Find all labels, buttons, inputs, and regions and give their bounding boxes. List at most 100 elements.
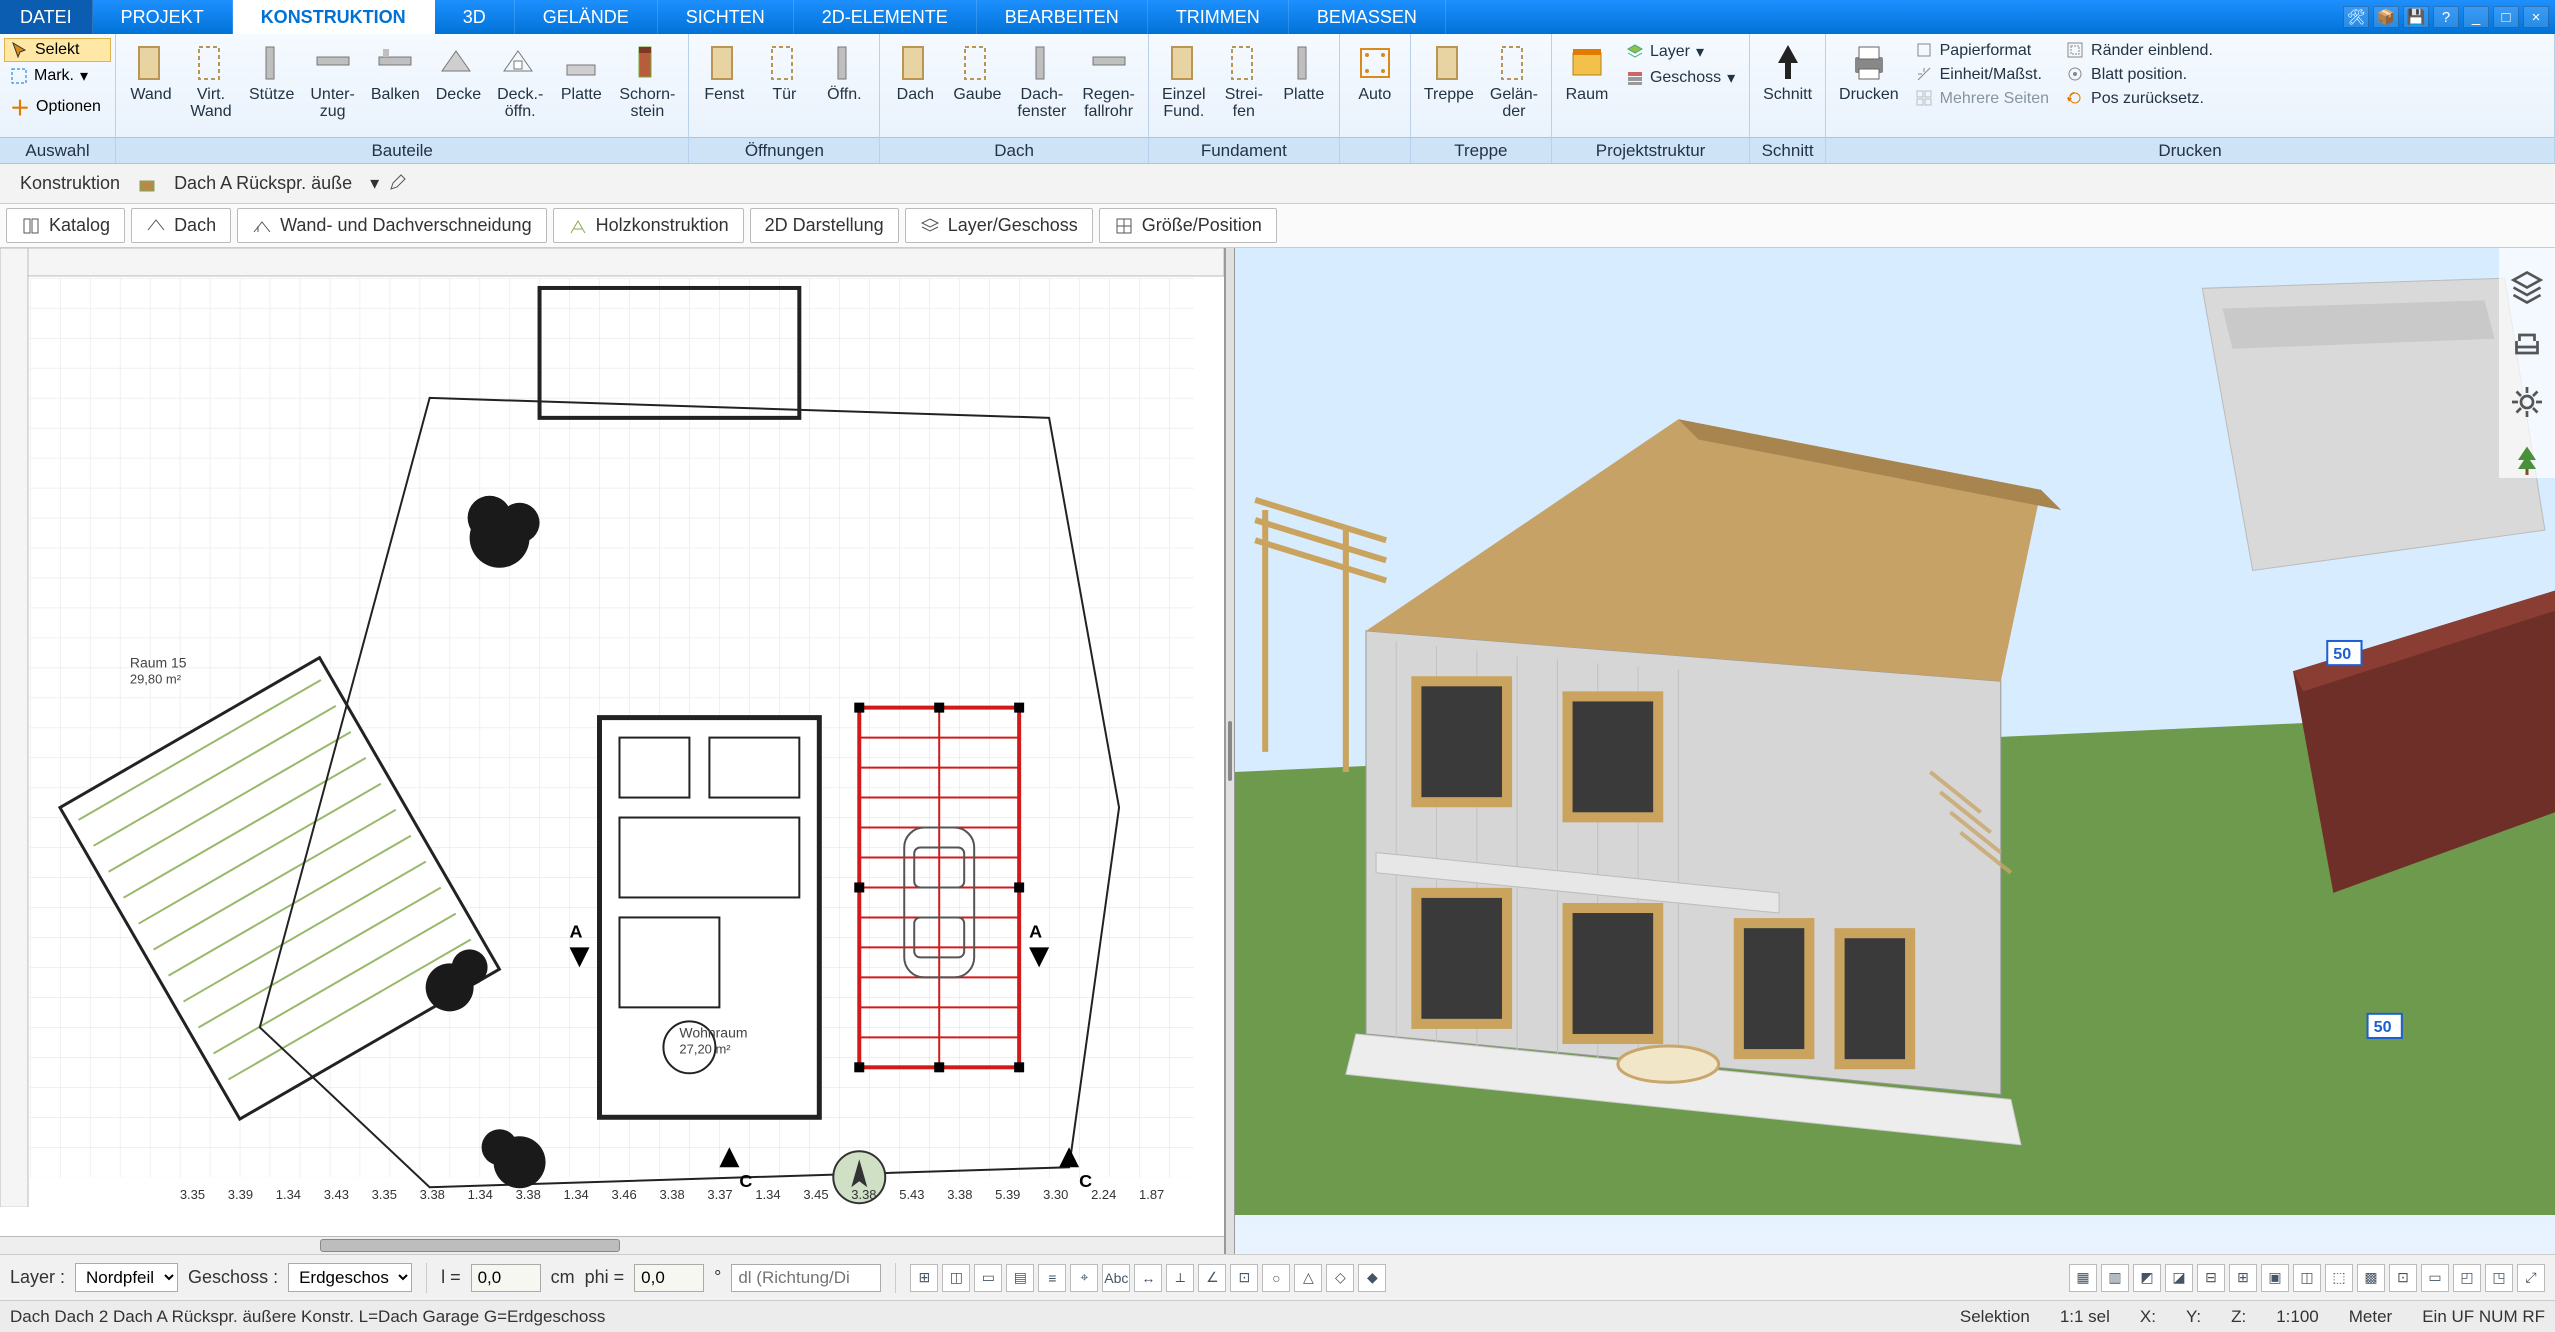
view-button-14[interactable]: ⤢ <box>2517 1264 2545 1292</box>
schnitt-button[interactable]: Schnitt <box>1756 38 1819 107</box>
snap-button-8[interactable]: ⟂ <box>1166 1264 1194 1292</box>
view-button-4[interactable]: ⊟ <box>2197 1264 2225 1292</box>
raum-button[interactable]: Raum <box>1558 38 1616 107</box>
close-button[interactable]: × <box>2523 6 2549 28</box>
snap-button-4[interactable]: ≡ <box>1038 1264 1066 1292</box>
view-button-3[interactable]: ◪ <box>2165 1264 2193 1292</box>
l-input[interactable] <box>471 1264 541 1292</box>
save-icon[interactable]: 💾 <box>2403 6 2429 28</box>
crumb-root[interactable]: Konstruktion <box>10 169 130 198</box>
tools-icon[interactable]: 🛠 <box>2343 6 2369 28</box>
snap-button-11[interactable]: ○ <box>1262 1264 1290 1292</box>
tree-icon[interactable] <box>2509 442 2545 478</box>
snap-button-5[interactable]: ⌖ <box>1070 1264 1098 1292</box>
orbit-icon[interactable] <box>2509 384 2545 420</box>
view-button-1[interactable]: ▥ <box>2101 1264 2129 1292</box>
view-button-7[interactable]: ◫ <box>2293 1264 2321 1292</box>
layer-dropdown[interactable]: Layer ▾ <box>1622 40 1739 64</box>
view-button-11[interactable]: ▭ <box>2421 1264 2449 1292</box>
bauteile-button-1[interactable]: Virt. Wand <box>182 38 240 124</box>
oeffnung-button-2[interactable]: Öffn. <box>815 38 873 107</box>
view-button-0[interactable]: ▦ <box>2069 1264 2097 1292</box>
view-3d-pane[interactable]: 50 50 <box>1235 248 2555 1254</box>
menu-tab-sichten[interactable]: SICHTEN <box>658 0 794 34</box>
snap-button-13[interactable]: ◇ <box>1326 1264 1354 1292</box>
view-button-13[interactable]: ◳ <box>2485 1264 2513 1292</box>
snap-button-1[interactable]: ◫ <box>942 1264 970 1292</box>
bauteile-button-4[interactable]: Balken <box>364 38 427 107</box>
dach-button-1[interactable]: Gaube <box>946 38 1008 107</box>
maximize-button[interactable]: □ <box>2493 6 2519 28</box>
dach-button[interactable]: Dach <box>131 208 231 243</box>
geschoss-dropdown[interactable]: Geschoss ▾ <box>1622 66 1739 90</box>
layers-icon[interactable] <box>2509 268 2545 304</box>
crumb-object[interactable]: Dach A Rückspr. äuße <box>164 169 362 198</box>
view-button-2[interactable]: ◩ <box>2133 1264 2161 1292</box>
help-icon[interactable]: ? <box>2433 6 2459 28</box>
snap-button-0[interactable]: ⊞ <box>910 1264 938 1292</box>
menu-tab-3d[interactable]: 3D <box>435 0 515 34</box>
layer-geschoss-button[interactable]: Layer/Geschoss <box>905 208 1093 243</box>
snap-button-9[interactable]: ∠ <box>1198 1264 1226 1292</box>
dach-button-3[interactable]: Regen- fallrohr <box>1075 38 1141 124</box>
view-button-6[interactable]: ▣ <box>2261 1264 2289 1292</box>
bauteile-button-2[interactable]: Stütze <box>242 38 301 107</box>
bauteile-button-5[interactable]: Decke <box>429 38 488 107</box>
bauteile-button-7[interactable]: Platte <box>552 38 610 107</box>
snap-button-14[interactable]: ◆ <box>1358 1264 1386 1292</box>
bauteile-button-8[interactable]: Schorn- stein <box>612 38 682 124</box>
menu-tab-gelaende[interactable]: GELÄNDE <box>515 0 658 34</box>
katalog-button[interactable]: Katalog <box>6 208 125 243</box>
wand-dach-verschneidung-button[interactable]: Wand- und Dachverschneidung <box>237 208 546 243</box>
2d-darstellung-button[interactable]: 2D Darstellung <box>750 208 899 243</box>
holzkonstruktion-button[interactable]: Holzkonstruktion <box>553 208 744 243</box>
fundament-button-0[interactable]: Einzel Fund. <box>1155 38 1213 124</box>
pos-reset-button[interactable]: Pos zurücksetz. <box>2063 88 2217 110</box>
view-button-9[interactable]: ▩ <box>2357 1264 2385 1292</box>
minimize-button[interactable]: _ <box>2463 6 2489 28</box>
bauteile-button-6[interactable]: Deck.- öffn. <box>490 38 550 124</box>
oeffnung-button-1[interactable]: Tür <box>755 38 813 107</box>
layer-select[interactable]: Nordpfeil <box>75 1263 178 1292</box>
menu-tab-datei[interactable]: DATEI <box>0 0 93 34</box>
view-button-8[interactable]: ⬚ <box>2325 1264 2353 1292</box>
dach-button-0[interactable]: Dach <box>886 38 944 107</box>
view-button-5[interactable]: ⊞ <box>2229 1264 2257 1292</box>
menu-tab-projekt[interactable]: PROJEKT <box>93 0 233 34</box>
direction-input[interactable] <box>731 1264 881 1292</box>
treppe-button-1[interactable]: Gelän- der <box>1483 38 1545 124</box>
menu-tab-konstruktion[interactable]: KONSTRUKTION <box>233 0 435 34</box>
mehrere-seiten-button[interactable]: Mehrere Seiten <box>1912 88 2053 110</box>
edit-icon[interactable] <box>387 173 409 195</box>
fundament-button-2[interactable]: Platte <box>1275 38 1333 107</box>
snap-button-6[interactable]: Abc <box>1102 1264 1130 1292</box>
bauteile-button-0[interactable]: Wand <box>122 38 180 107</box>
menu-tab-bearbeiten[interactable]: BEARBEITEN <box>977 0 1148 34</box>
oeffnung-button-0[interactable]: Fenst <box>695 38 753 107</box>
phi-input[interactable] <box>634 1264 704 1292</box>
auto-button[interactable]: Auto <box>1346 38 1404 107</box>
pkg-icon[interactable]: 📦 <box>2373 6 2399 28</box>
selekt-button[interactable]: Selekt <box>4 38 111 62</box>
menu-tab-trimmen[interactable]: TRIMMEN <box>1148 0 1289 34</box>
dach-button-2[interactable]: Dach- fenster <box>1010 38 1073 124</box>
groesse-position-button[interactable]: Größe/Position <box>1099 208 1277 243</box>
geschoss-select[interactable]: Erdgeschos <box>288 1263 412 1292</box>
snap-button-3[interactable]: ▤ <box>1006 1264 1034 1292</box>
view-button-12[interactable]: ◰ <box>2453 1264 2481 1292</box>
blatt-pos-button[interactable]: Blatt position. <box>2063 64 2217 86</box>
menu-tab-bemassen[interactable]: BEMASSEN <box>1289 0 1446 34</box>
fundament-button-1[interactable]: Strei- fen <box>1215 38 1273 124</box>
view-button-10[interactable]: ⊡ <box>2389 1264 2417 1292</box>
menu-tab-2delemente[interactable]: 2D-ELEMENTE <box>794 0 977 34</box>
snap-button-7[interactable]: ↔ <box>1134 1264 1162 1292</box>
furniture-icon[interactable] <box>2509 326 2545 362</box>
snap-button-2[interactable]: ▭ <box>974 1264 1002 1292</box>
snap-button-10[interactable]: ⊡ <box>1230 1264 1258 1292</box>
pane-splitter[interactable] <box>1225 248 1235 1254</box>
drucken-button[interactable]: Drucken <box>1832 38 1906 107</box>
plan-2d-pane[interactable]: A A C C Raum 15 29,80 m² Wohnraum 27,20 … <box>0 248 1225 1254</box>
papierformat-button[interactable]: Papierformat <box>1912 40 2053 62</box>
optionen-button[interactable]: ＋Optionen <box>4 90 111 123</box>
raender-button[interactable]: Ränder einblend. <box>2063 40 2217 62</box>
